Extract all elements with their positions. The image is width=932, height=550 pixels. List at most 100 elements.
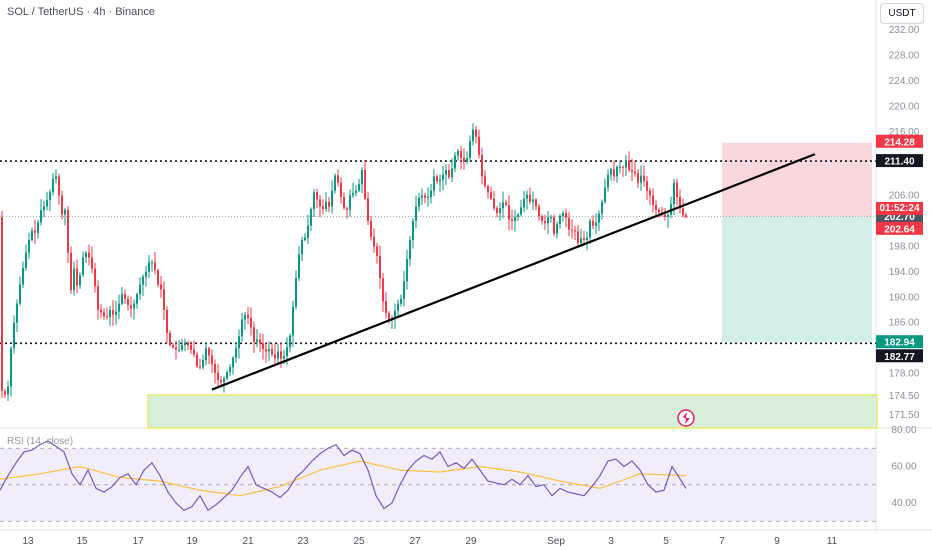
candle	[199, 358, 201, 370]
candle-body	[457, 150, 459, 156]
candle-body	[307, 225, 309, 238]
candle	[370, 216, 372, 241]
candle-body	[19, 284, 21, 304]
candle-body	[217, 372, 219, 380]
candle	[25, 244, 27, 271]
candle	[604, 178, 606, 204]
currency-selector[interactable]: USDT	[880, 3, 924, 24]
candle-body	[586, 237, 588, 240]
candle-body	[52, 178, 54, 193]
candle-body	[298, 254, 300, 279]
candle	[679, 189, 681, 214]
price-label-bg	[876, 134, 923, 148]
position-risk-zone	[722, 142, 872, 217]
candle	[58, 173, 60, 205]
price-tick: 216.00	[889, 127, 920, 138]
candle-body	[208, 348, 210, 356]
candle-body	[109, 310, 111, 318]
candle	[133, 299, 135, 320]
candle-body	[169, 333, 171, 345]
candle-body	[466, 158, 468, 163]
price-label-text: 182.77	[884, 352, 915, 363]
candle	[274, 343, 276, 366]
candle	[592, 215, 594, 230]
candle-body	[610, 169, 612, 175]
candle-body	[295, 278, 297, 307]
candle	[508, 195, 510, 231]
candle-body	[607, 174, 609, 188]
candle	[664, 207, 666, 221]
candle-body	[430, 190, 432, 198]
candle	[649, 187, 651, 205]
candle-body	[643, 175, 645, 182]
candle	[628, 151, 630, 173]
candle-body	[13, 322, 15, 349]
candle-body	[427, 197, 429, 199]
candle-body	[436, 176, 438, 182]
candle	[442, 165, 444, 191]
candle-body	[682, 208, 684, 216]
candle	[469, 135, 471, 161]
candle	[19, 276, 21, 306]
candle	[421, 188, 423, 205]
candle	[205, 342, 207, 366]
candle	[463, 148, 465, 170]
candle	[232, 356, 234, 375]
price-label-text: 182.94	[884, 338, 915, 349]
candle	[322, 199, 324, 215]
candle-body	[190, 345, 192, 350]
candle-body	[418, 197, 420, 207]
candle-body	[493, 198, 495, 209]
candle-body	[538, 206, 540, 217]
rsi-ma-line	[0, 460, 687, 497]
candle	[331, 180, 333, 214]
candle	[505, 199, 507, 207]
candle-body	[31, 230, 33, 240]
rsi-indicator-label[interactable]: RSI (14, close)	[7, 436, 74, 447]
candle	[487, 184, 489, 199]
candle-body	[283, 356, 285, 359]
candle	[511, 209, 513, 230]
price-tick: 232.00	[889, 25, 920, 36]
time-tick: 29	[465, 536, 477, 547]
candle	[229, 364, 231, 377]
price-tick: 220.00	[889, 101, 920, 112]
candle	[655, 200, 657, 218]
candle	[454, 151, 456, 173]
event-icon	[677, 409, 695, 427]
candle-body	[397, 303, 399, 311]
time-tick: 15	[76, 536, 88, 547]
candle	[310, 207, 312, 231]
candle-body	[433, 176, 435, 191]
candle-body	[322, 206, 324, 209]
price-label-text: 211.40	[884, 157, 914, 168]
price-tick: 186.00	[889, 318, 920, 329]
candle-body	[580, 238, 582, 244]
time-tick: 5	[663, 536, 669, 547]
candle-body	[604, 187, 606, 202]
price-label-202-64: 202.64	[876, 221, 923, 235]
candle-body	[352, 193, 354, 196]
candle	[340, 177, 342, 204]
candle-body	[451, 168, 453, 178]
candle	[130, 296, 132, 318]
symbol-header[interactable]: SOL / TetherUS · 4h · Binance	[7, 6, 155, 18]
candle-body	[178, 349, 180, 351]
candle	[574, 225, 576, 241]
candle	[361, 167, 363, 194]
candle-body	[556, 224, 558, 234]
countdown-badge: 01:52:24	[876, 202, 923, 215]
candle-body	[382, 278, 384, 302]
candle	[142, 274, 144, 296]
candle	[265, 342, 267, 363]
candle-body	[34, 230, 36, 233]
candle-body	[163, 289, 165, 310]
candle-body	[505, 202, 507, 205]
candle	[481, 147, 483, 185]
candle	[568, 211, 570, 237]
candle-body	[619, 166, 621, 168]
candle	[448, 164, 450, 180]
candle-body	[508, 205, 510, 220]
candle-body	[328, 201, 330, 207]
